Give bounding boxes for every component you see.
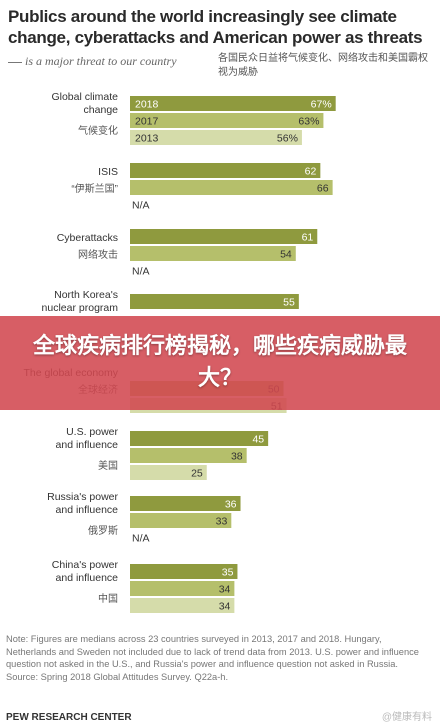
chart-subtitle-chinese: 各国民众日益将气候变化、网络攻击和美国霸权视为威胁: [218, 53, 428, 78]
bar-value-label: 66: [317, 183, 329, 195]
bar-value-label: 25: [191, 468, 203, 480]
bar-2013: [130, 465, 207, 480]
bar-value-label: 55: [283, 297, 295, 309]
category-label-chinese: “伊斯兰国”: [71, 182, 118, 195]
source-organization: PEW RESEARCH CENTER: [6, 712, 132, 723]
bar-2018: [130, 564, 238, 579]
bar-2018: [130, 294, 299, 309]
category-label: China's power and influence: [52, 559, 119, 584]
bar-2018: [130, 431, 269, 446]
category-label: Cyberattacks: [57, 232, 118, 244]
category-label: U.S. power and influence: [56, 426, 119, 451]
bar-2017: [130, 113, 324, 128]
source-text: Source: Spring 2018 Global Attitudes Sur…: [6, 671, 229, 682]
bar-2017: [130, 448, 247, 463]
note-text: Note: Figures are medians across 23 coun…: [6, 634, 419, 670]
bar-value-label: 56%: [277, 133, 298, 145]
bar-2017: [130, 180, 333, 195]
bar-value-label: 62: [305, 166, 317, 178]
chart-subtitle: is a major threat to our country: [25, 54, 177, 68]
category-label: ISIS: [98, 166, 118, 178]
bar-value-label: 61: [302, 232, 314, 244]
bar-value-label: 67%: [311, 99, 332, 111]
bar-value-label: 63%: [298, 116, 319, 128]
bar-2018: [130, 496, 241, 511]
bar-value-label: 34: [219, 601, 231, 613]
category-label: North Korea's nuclear program: [42, 289, 119, 314]
bar-value-label: 33: [216, 516, 228, 528]
bar-value-label: 45: [252, 434, 264, 446]
category-label: Russia's power and influence: [47, 491, 118, 516]
watermark: @健康有料: [381, 712, 432, 723]
category-label-chinese: 气候变化: [78, 124, 118, 137]
bar-value-label: 54: [280, 249, 292, 261]
bar-2017: [130, 513, 232, 528]
year-label: 2013: [135, 133, 159, 145]
chart-title: Publics around the world increasingly se…: [8, 7, 423, 47]
category-label-chinese: 美国: [98, 459, 118, 472]
category-label-chinese: 网络攻击: [78, 248, 118, 261]
chart-note: Note: Figures are medians across 23 coun…: [6, 633, 434, 683]
not-available-label: N/A: [132, 533, 150, 545]
bar-2018: [130, 96, 336, 111]
category-label-chinese: 中国: [98, 592, 118, 605]
category-label-chinese: 俄罗斯: [88, 524, 118, 537]
bar-2017: [130, 581, 235, 596]
bar-2018: [130, 163, 321, 178]
bar-value-label: 34: [219, 584, 231, 596]
not-available-label: N/A: [132, 266, 150, 278]
bar-2017: [130, 246, 296, 261]
bar-2018: [130, 229, 318, 244]
bar-value-label: 36: [225, 499, 237, 511]
bar-2013: [130, 130, 302, 145]
headline-banner-text: 全球疾病排行榜揭秘，哪些疾病威胁最大？: [32, 333, 407, 390]
not-available-label: N/A: [132, 200, 150, 212]
year-label: 2017: [135, 116, 159, 128]
subtitle-rule: [8, 62, 22, 63]
headline-banner: [0, 316, 440, 410]
bar-value-label: 35: [222, 567, 234, 579]
year-label: 2018: [135, 99, 159, 111]
bar-2013: [130, 598, 235, 613]
bar-value-label: 38: [231, 451, 243, 463]
category-label: Global climate change: [51, 91, 118, 116]
